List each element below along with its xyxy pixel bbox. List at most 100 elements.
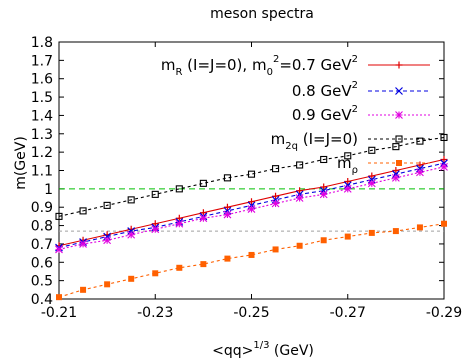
data-point	[127, 196, 135, 204]
y-tick-label: 0.8	[31, 219, 53, 235]
series-line	[58, 223, 445, 298]
data-point	[296, 187, 304, 195]
y-tick-label: 1.8	[31, 35, 53, 51]
legend-label-superscript: 2	[352, 54, 358, 65]
data-point	[440, 159, 448, 168]
data-point	[392, 228, 399, 235]
data-point	[368, 229, 375, 236]
y-tick-label: 1.3	[31, 127, 53, 143]
y-tick-label: 0.6	[31, 255, 53, 271]
legend-label-superscript: 2	[352, 104, 358, 115]
data-point	[416, 161, 424, 169]
data-point	[395, 61, 403, 69]
data-point	[55, 212, 63, 220]
legend-label-subscript: 0	[267, 67, 273, 78]
x-axis-label: <qq>1/3 (GeV)	[212, 340, 314, 359]
legend-label-superscript: 2	[352, 80, 358, 91]
data-point	[200, 261, 207, 268]
x-tick-label: -0.27	[330, 305, 366, 321]
data-point	[320, 155, 328, 164]
data-point	[224, 255, 231, 262]
data-point	[344, 152, 352, 160]
series	[56, 220, 447, 301]
data-point	[271, 199, 280, 208]
data-point	[295, 190, 304, 199]
data-point	[199, 179, 207, 187]
data-point	[248, 251, 255, 258]
data-point	[79, 207, 87, 215]
y-axis-label: m(GeV)	[13, 136, 29, 190]
y-tick-label: 0.4	[31, 292, 53, 308]
data-point	[368, 146, 376, 154]
data-point	[396, 160, 402, 166]
data-point	[391, 173, 400, 182]
legend-label-subscript: ρ	[352, 165, 358, 176]
data-point	[392, 167, 400, 174]
y-tick-label: 1.5	[31, 90, 53, 106]
data-point	[296, 161, 304, 169]
data-point	[247, 201, 256, 210]
y-tick-label: 0.5	[31, 274, 53, 290]
data-point	[151, 190, 159, 198]
plot-frame	[58, 41, 445, 300]
legend-label-subscript: R	[175, 67, 182, 78]
data-point	[127, 227, 136, 236]
data-point	[344, 233, 351, 240]
legend-label: mρ​	[337, 154, 358, 176]
series	[55, 133, 448, 220]
data-point	[416, 224, 423, 231]
data-point	[416, 168, 424, 177]
data-point	[296, 242, 303, 249]
legend-label: m2q (I=J=0)	[271, 130, 358, 152]
data-point	[80, 286, 87, 293]
data-point	[343, 181, 352, 190]
x-tick-label: -0.25	[233, 305, 269, 321]
data-point	[104, 281, 111, 288]
data-point	[395, 135, 403, 143]
data-point	[440, 162, 448, 171]
data-point	[440, 133, 448, 142]
data-point	[272, 192, 280, 200]
legend-label: 0.9 GeV2​	[292, 104, 358, 124]
x-tick-label: -0.21	[41, 305, 77, 321]
data-point	[176, 264, 183, 271]
x-tick-label: -0.23	[137, 305, 173, 321]
legend-label-text: =0.7 GeV	[279, 56, 352, 74]
data-point	[152, 270, 159, 277]
data-point	[223, 203, 231, 211]
chart-title: meson spectra	[210, 6, 314, 22]
legend-label-text: 0.8 GeV	[292, 82, 352, 100]
data-point	[272, 246, 279, 253]
x-axis-label-unit: (GeV)	[269, 343, 313, 359]
data-point	[223, 206, 232, 215]
data-point	[319, 190, 328, 199]
y-tick-label: 1.7	[31, 53, 53, 69]
data-point	[248, 198, 255, 206]
data-point	[247, 205, 256, 213]
legend-label: mR (I=J=0), m02=0.7 GeV2​	[161, 54, 358, 78]
y-tick-label: 0.9	[31, 200, 53, 216]
data-point	[319, 186, 328, 195]
data-point	[272, 165, 280, 173]
data-point	[103, 232, 112, 241]
legend-label-superscript: 2	[273, 54, 279, 65]
data-point	[79, 240, 87, 248]
data-point	[55, 245, 63, 254]
data-point	[199, 214, 208, 223]
data-point	[295, 194, 304, 202]
data-point	[416, 137, 424, 145]
data-point	[440, 155, 448, 163]
legend-label-text: m	[161, 56, 176, 74]
data-point	[392, 143, 400, 151]
data-point	[344, 178, 352, 186]
data-point	[320, 183, 328, 191]
legend-label-text: m	[271, 130, 286, 148]
legend-label-text: (I=J=0), m	[182, 56, 266, 74]
data-point	[56, 294, 62, 301]
data-point	[223, 210, 232, 219]
data-point	[395, 87, 403, 95]
legend-label-text: (I=J=0)	[298, 130, 358, 148]
legend-label: 0.8 GeV2​	[292, 80, 358, 100]
data-point	[320, 237, 327, 244]
